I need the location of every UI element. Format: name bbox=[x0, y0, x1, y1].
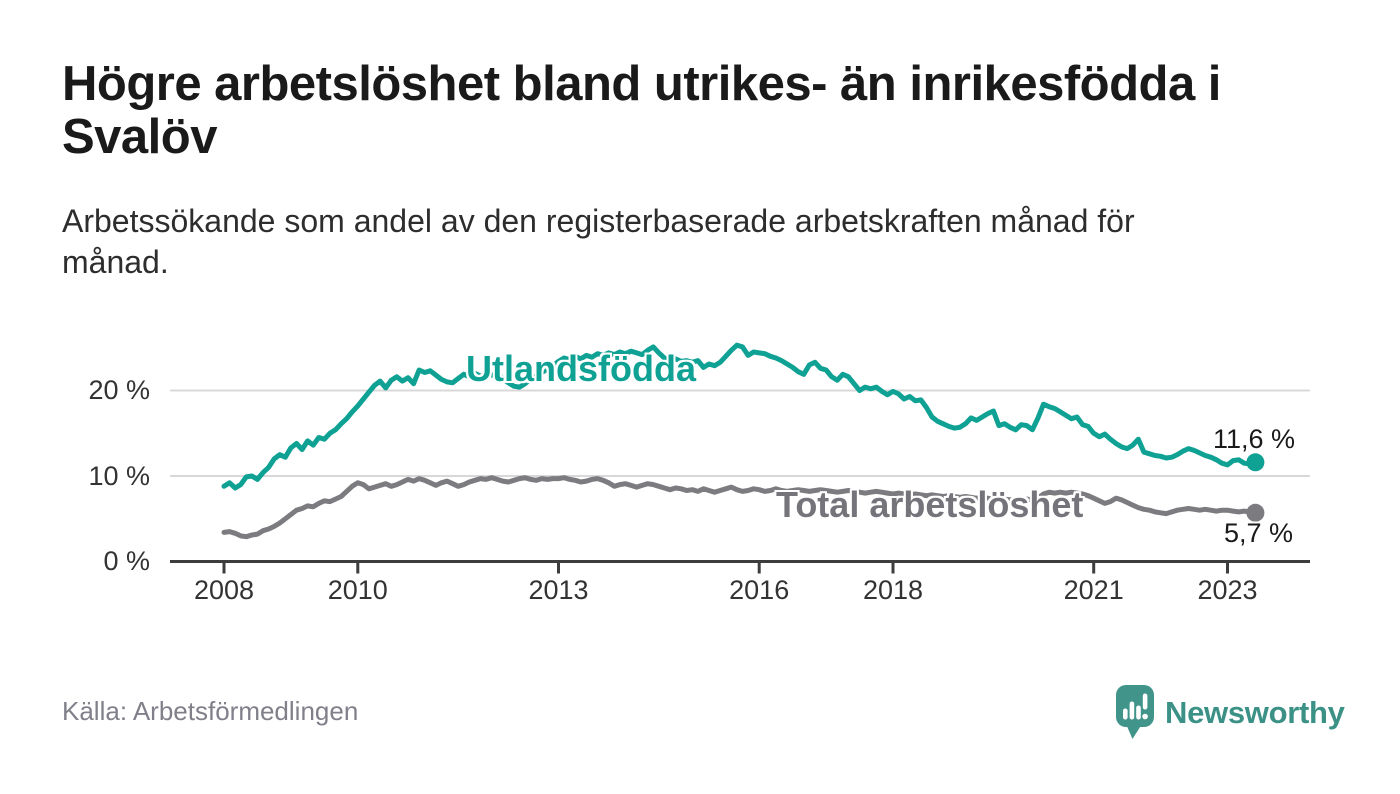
newsworthy-logo-text: Newsworthy bbox=[1165, 695, 1345, 730]
page-title-line1: Högre arbetslöshet bland utrikes- än inr… bbox=[62, 57, 1221, 111]
end-value-label-utlandsfodda: 11,6 % bbox=[1213, 424, 1296, 454]
end-value-label-total: 5,7 % bbox=[1224, 518, 1294, 548]
page-title: Högre arbetslöshet bland utrikes- än inr… bbox=[62, 58, 1221, 164]
source-note: Källa: Arbetsförmedlingen bbox=[62, 696, 359, 726]
newsworthy-logo[interactable]: Newsworthy bbox=[1115, 684, 1375, 744]
x-tick-label: 2021 bbox=[1063, 575, 1124, 605]
page-title-line2: Svalöv bbox=[62, 110, 217, 164]
chart-subtitle-line1: Arbetssökande som andel av den registerb… bbox=[62, 203, 1135, 239]
y-tick-label: 20 % bbox=[88, 375, 150, 405]
series-label-total-arbetsloshet: Total arbetslöshet bbox=[776, 484, 1084, 525]
chart-subtitle-line2: månad. bbox=[62, 244, 169, 280]
x-tick-label: 2018 bbox=[862, 575, 924, 605]
x-tick-label: 2023 bbox=[1197, 575, 1258, 605]
newsworthy-logo-icon bbox=[1116, 685, 1154, 739]
x-tick-label: 2016 bbox=[729, 575, 790, 605]
y-tick-label: 10 % bbox=[88, 460, 150, 491]
x-tick-label: 2010 bbox=[327, 575, 388, 605]
y-tick-label: 0 % bbox=[103, 546, 150, 576]
x-tick-label: 2008 bbox=[193, 575, 255, 605]
x-tick-label: 2013 bbox=[528, 575, 589, 605]
chart-subtitle: Arbetssökande som andel av den registerb… bbox=[62, 201, 1135, 283]
series-label-utlandsfodda: Utlandsfödda bbox=[466, 348, 696, 389]
